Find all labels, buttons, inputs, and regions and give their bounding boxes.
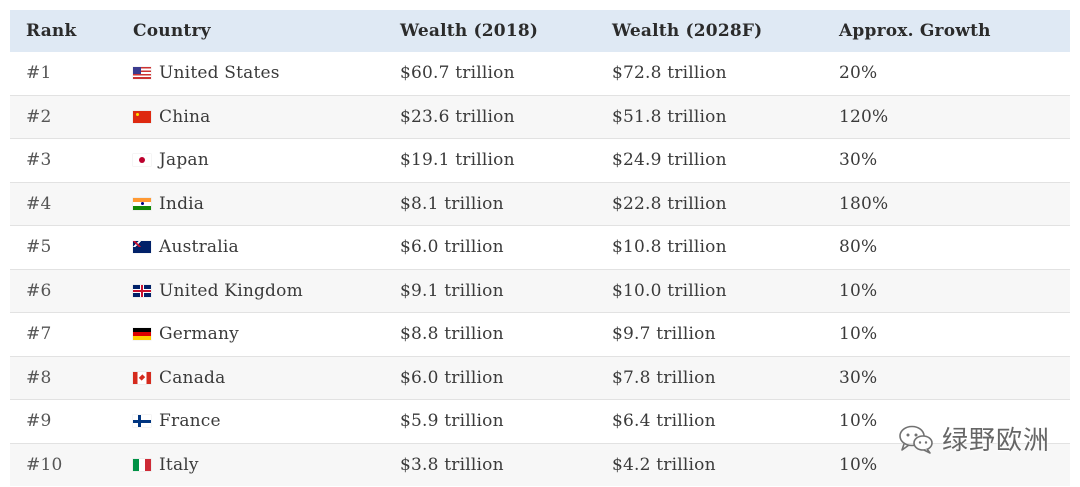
rank-cell: #7 <box>10 312 133 357</box>
growth-cell: 120% <box>839 95 1070 139</box>
header-wealth-2018: Wealth (2018) <box>400 10 612 52</box>
header-wealth-2028: Wealth (2028F) <box>612 10 839 52</box>
table-row: #2 China $23.6 trillion $51.8 trillion 120% <box>10 95 1070 139</box>
table-row: #6 United Kingdom $9.1 trillion $10.0 trill… <box>10 269 1070 313</box>
rank-cell: #3 <box>10 138 133 183</box>
japan-flag-icon <box>133 154 151 167</box>
china-flag-icon <box>133 110 151 123</box>
header-growth: Approx. Growth <box>839 10 1070 52</box>
wealth-2028-cell: $72.8 trillion <box>612 52 839 96</box>
finland-flag-icon <box>133 415 151 428</box>
header-rank: Rank <box>10 10 133 52</box>
wealth-2028-cell: $10.8 trillion <box>612 225 839 270</box>
country-name: China <box>159 106 211 127</box>
table-row: #1 United States $60.7 trillion $72.8 trill… <box>10 52 1070 96</box>
country-cell: Italy <box>133 443 400 486</box>
wealth-2018-cell: $19.1 trillion <box>400 138 612 183</box>
rank-cell: #1 <box>10 52 133 96</box>
country-cell: Germany <box>133 312 400 357</box>
growth-cell: 10% <box>839 399 1070 444</box>
wealth-2028-cell: $9.7 trillion <box>612 312 839 357</box>
country-name: Italy <box>159 454 199 475</box>
table-row: #9 France $5.9 trillion $6.4 trillion 10% <box>10 399 1070 444</box>
wealth-2018-cell: $8.8 trillion <box>400 312 612 357</box>
growth-cell: 20% <box>839 52 1070 96</box>
rank-cell: #6 <box>10 269 133 313</box>
country-name: Japan <box>159 150 209 171</box>
growth-cell: 30% <box>839 356 1070 400</box>
header-country: Country <box>133 10 400 52</box>
wealth-2028-cell: $51.8 trillion <box>612 95 839 139</box>
wealth-2018-cell: $6.0 trillion <box>400 356 612 400</box>
table-header-row: Rank Country Wealth (2018) Wealth (2028F… <box>10 10 1070 52</box>
australia-flag-icon <box>133 241 151 254</box>
table-row: #10 Italy $3.8 trillion $4.2 trillion 10% <box>10 443 1070 486</box>
table-row: #5 Australia $6.0 trillion $10.8 trillion 80… <box>10 225 1070 270</box>
country-cell: France <box>133 399 400 444</box>
rank-cell: #9 <box>10 399 133 444</box>
wealth-2028-cell: $22.8 trillion <box>612 182 839 226</box>
country-cell: United Kingdom <box>133 269 400 313</box>
table-row: #8 Canada $6.0 trillion $7.8 trillion 30% <box>10 356 1070 400</box>
country-cell: China <box>133 95 400 139</box>
growth-cell: 10% <box>839 312 1070 357</box>
watermark: 绿野欧洲 <box>898 420 1050 457</box>
growth-cell: 10% <box>839 269 1070 313</box>
country-cell: Australia <box>133 225 400 270</box>
country-name: United Kingdom <box>159 280 303 301</box>
wealth-2018-cell: $23.6 trillion <box>400 95 612 139</box>
wealth-2018-cell: $3.8 trillion <box>400 443 612 486</box>
table-row: #4 India $8.1 trillion $22.8 trillion 180% <box>10 182 1070 226</box>
country-name: Germany <box>159 324 239 345</box>
country-name: France <box>159 411 221 432</box>
growth-cell: 180% <box>839 182 1070 226</box>
table-row: #7 Germany $8.8 trillion $9.7 trillion 10% <box>10 312 1070 357</box>
wealth-2028-cell: $24.9 trillion <box>612 138 839 183</box>
rank-cell: #4 <box>10 182 133 226</box>
watermark-text: 绿野欧洲 <box>941 426 1050 456</box>
wealth-2018-cell: $8.1 trillion <box>400 182 612 226</box>
wealth-2028-cell: $4.2 trillion <box>612 443 839 486</box>
country-name: India <box>159 193 205 214</box>
rank-cell: #2 <box>10 95 133 139</box>
germany-flag-icon <box>133 328 151 341</box>
wealth-2018-cell: $5.9 trillion <box>400 399 612 444</box>
country-cell: Japan <box>133 138 400 183</box>
country-cell: Canada <box>133 356 400 400</box>
country-cell: United States <box>133 52 400 96</box>
growth-cell: 10% <box>839 443 1070 486</box>
india-flag-icon <box>133 197 151 210</box>
growth-cell: 80% <box>839 225 1070 270</box>
growth-cell: 30% <box>839 138 1070 183</box>
country-name: United States <box>159 63 280 84</box>
canada-flag-icon <box>133 371 151 384</box>
wealth-2018-cell: $6.0 trillion <box>400 225 612 270</box>
wealth-table: Rank Country Wealth (2018) Wealth (2028F… <box>10 10 1070 486</box>
wealth-2028-cell: $10.0 trillion <box>612 269 839 313</box>
rank-cell: #10 <box>10 443 133 486</box>
country-cell: India <box>133 182 400 226</box>
italy-flag-icon <box>133 458 151 471</box>
wealth-2028-cell: $6.4 trillion <box>612 399 839 444</box>
country-name: Australia <box>159 237 239 258</box>
uk-flag-icon <box>133 284 151 297</box>
wealth-2018-cell: $9.1 trillion <box>400 269 612 313</box>
rank-cell: #5 <box>10 225 133 270</box>
wealth-2028-cell: $7.8 trillion <box>612 356 839 400</box>
wealth-2018-cell: $60.7 trillion <box>400 52 612 96</box>
table-row: #3 Japan $19.1 trillion $24.9 trillion 30% <box>10 138 1070 183</box>
us-flag-icon <box>133 67 151 80</box>
wechat-icon <box>898 424 934 454</box>
rank-cell: #8 <box>10 356 133 400</box>
country-name: Canada <box>159 367 226 388</box>
